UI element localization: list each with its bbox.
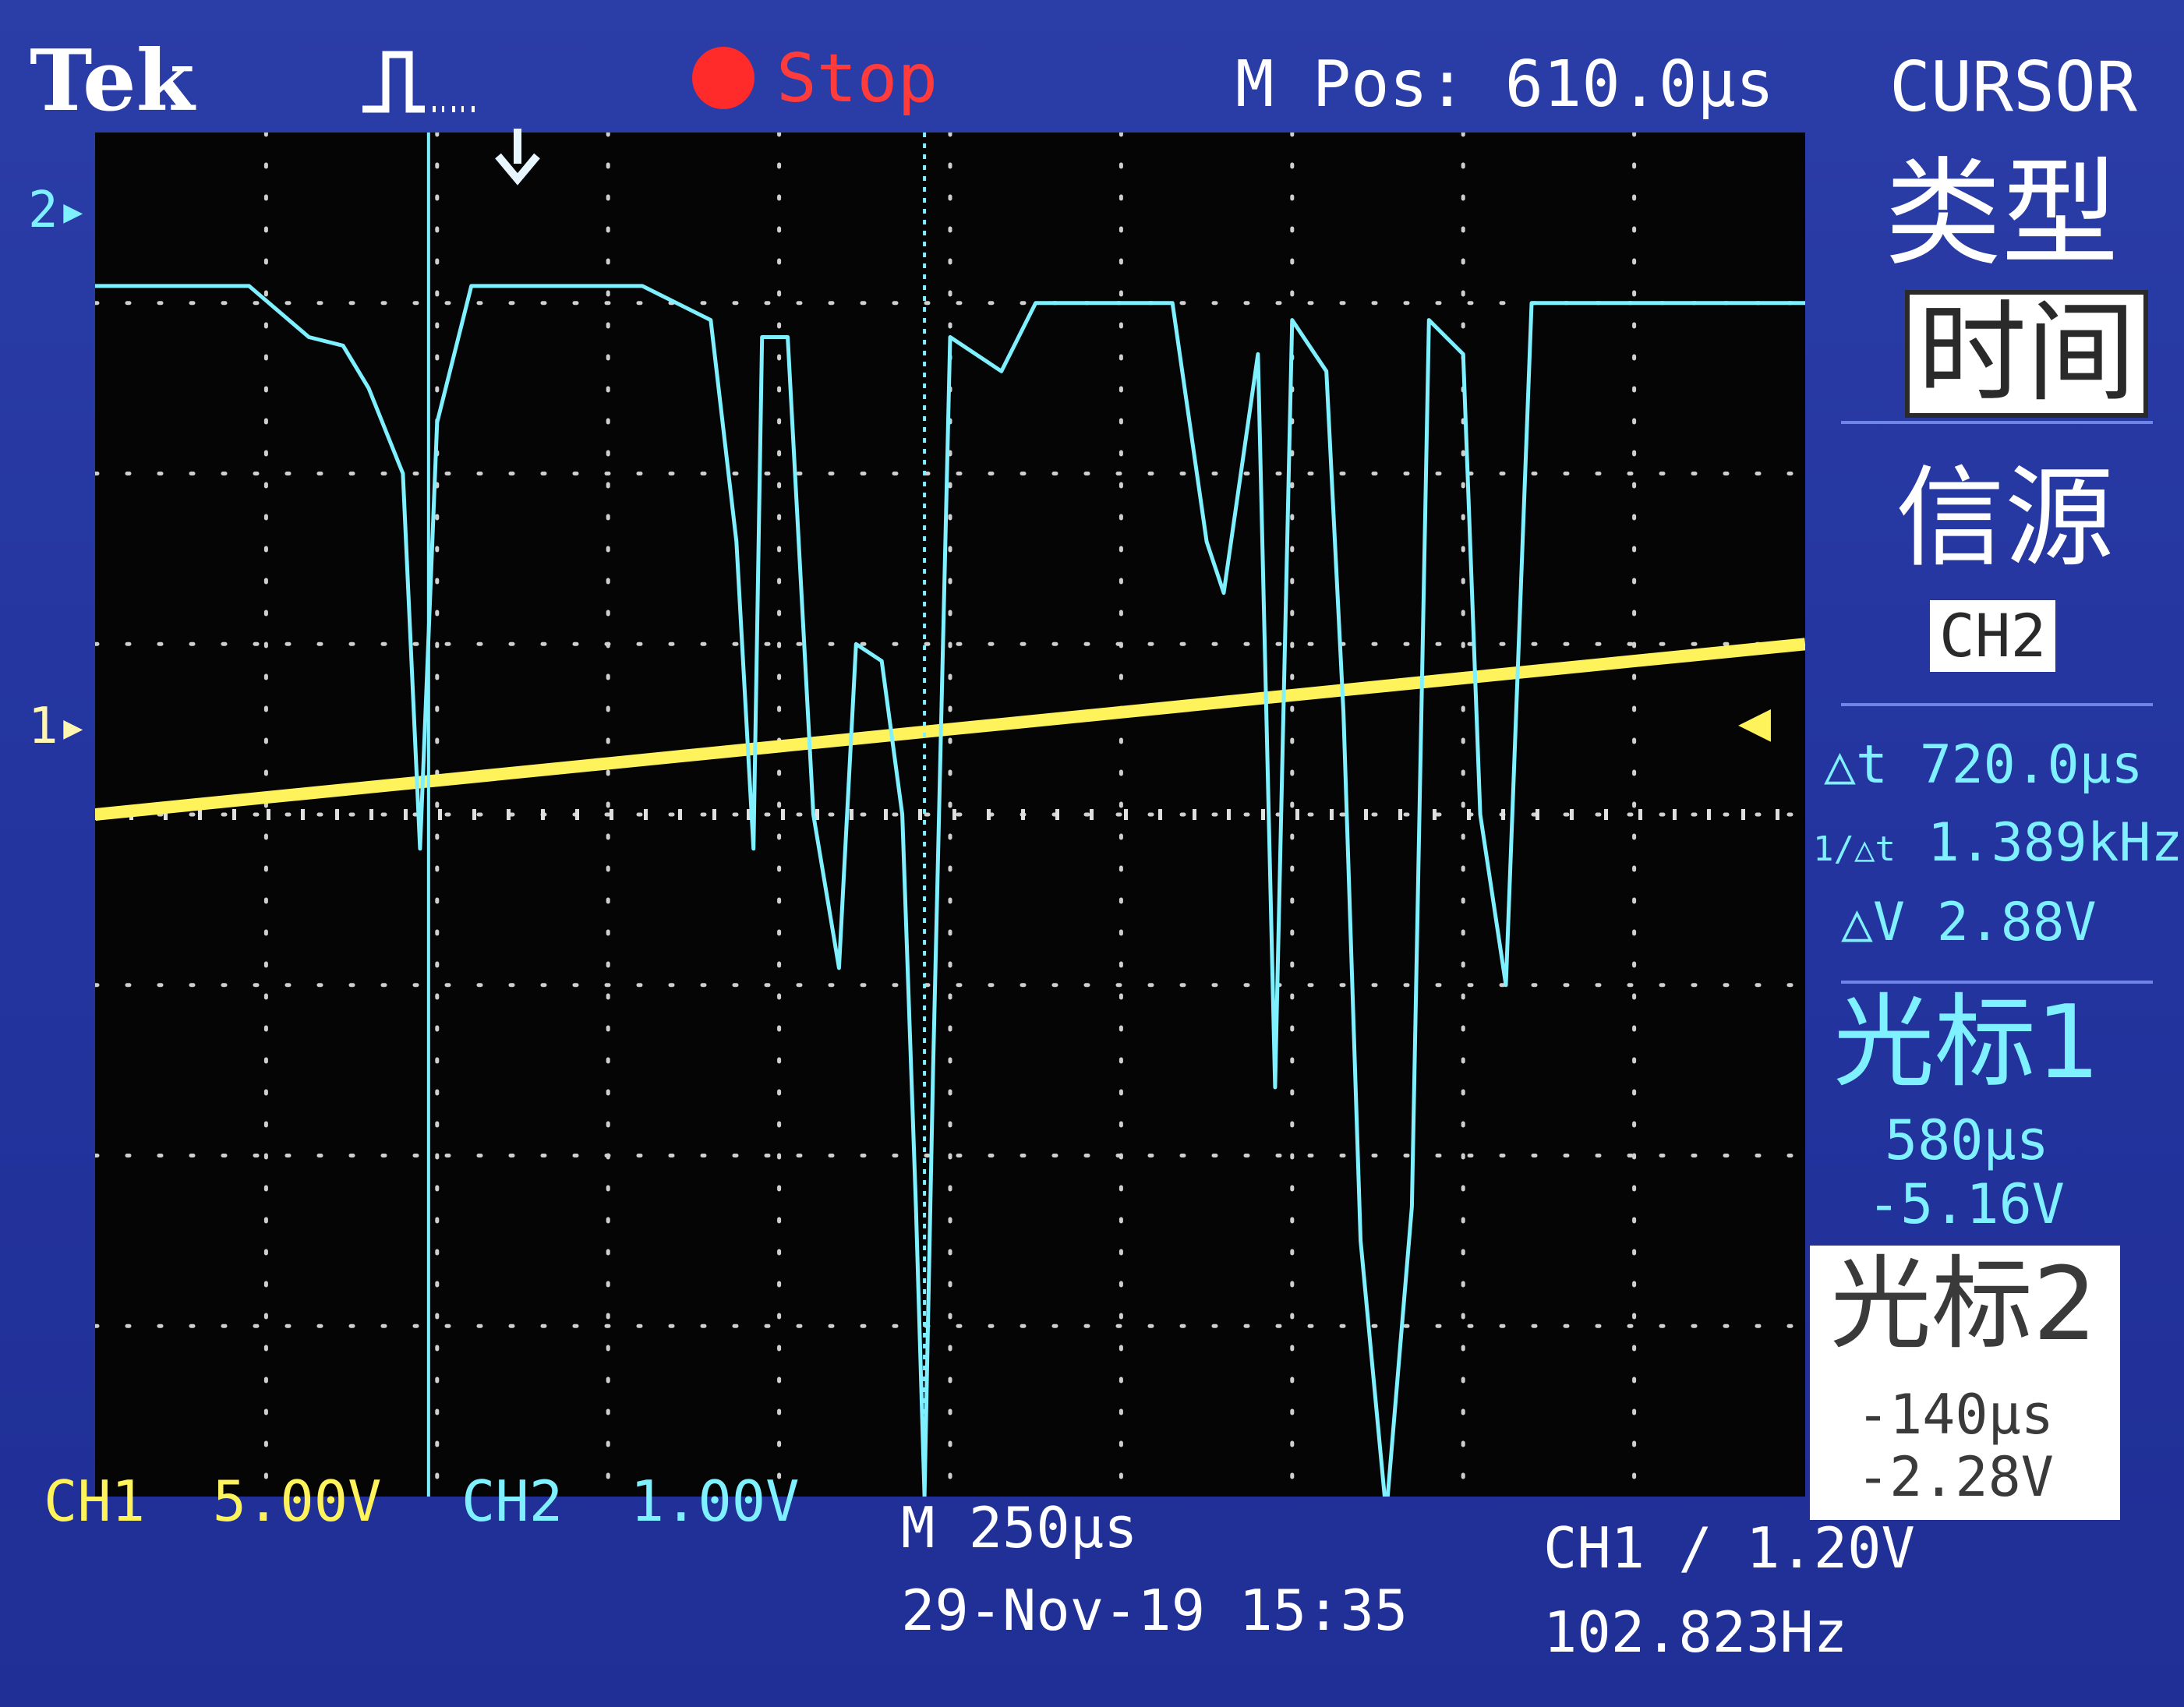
ch1-scale: CH1 5.00V [44,1468,382,1534]
cursor1-time: 580µs [1885,1108,2049,1172]
menu-divider [1841,421,2153,424]
timebase: M 250µs [901,1495,1138,1560]
menu-title: CURSOR [1889,47,2137,127]
trigger-level-arrow-icon: ◀ [1738,689,1772,753]
trigger-position-arrow-icon [495,129,540,186]
acquisition-pulse-icon [362,51,479,113]
delta-voltage-readout: △V 2.88V [1841,892,2097,953]
stop-indicator-icon [692,47,755,109]
cursor2-button[interactable]: 光标2 [1830,1245,2097,1363]
type-label: 类型 [1885,147,2119,282]
cursor2-voltage: -2.28V [1857,1445,2054,1509]
inverse-delta-icon: 1/△t [1813,829,1896,869]
inverse-delta-time-readout: 1/△t 1.389kHz [1813,812,2183,874]
cursor2-time: -140µs [1857,1383,2054,1447]
ch1-marker: 1▸ [28,698,89,755]
trigger-frequency: 102.823Hz [1543,1599,1848,1665]
type-value-button[interactable]: 时间 [1905,290,2149,418]
date-time: 29-Nov-19 15:35 [901,1578,1408,1643]
source-label: 信源 [1896,455,2115,582]
ch1-trace [95,638,1805,821]
horizontal-position: M Pos: 610.0µs [1235,48,1775,122]
cursor1-voltage: -5.16V [1868,1172,2065,1236]
source-value-button[interactable]: CH2 [1930,600,2056,672]
menu-divider [1841,703,2153,706]
waveform-display [95,133,1805,1497]
run-status: Stop [776,40,938,118]
ch2-trace [95,284,1805,1497]
ch2-scale: CH2 1.00V [461,1468,800,1534]
delta-time-readout: △t 720.0µs [1824,734,2143,796]
brand-logo: Tek [30,32,195,130]
trigger-setting: CH1 ∕ 1.20V [1543,1515,1915,1581]
cursor2-selected-box[interactable] [1810,1246,2120,1520]
cursor1-button[interactable]: 光标1 [1833,983,2101,1101]
menu-divider [1841,981,2153,984]
ch2-marker: 2▸ [28,182,89,239]
